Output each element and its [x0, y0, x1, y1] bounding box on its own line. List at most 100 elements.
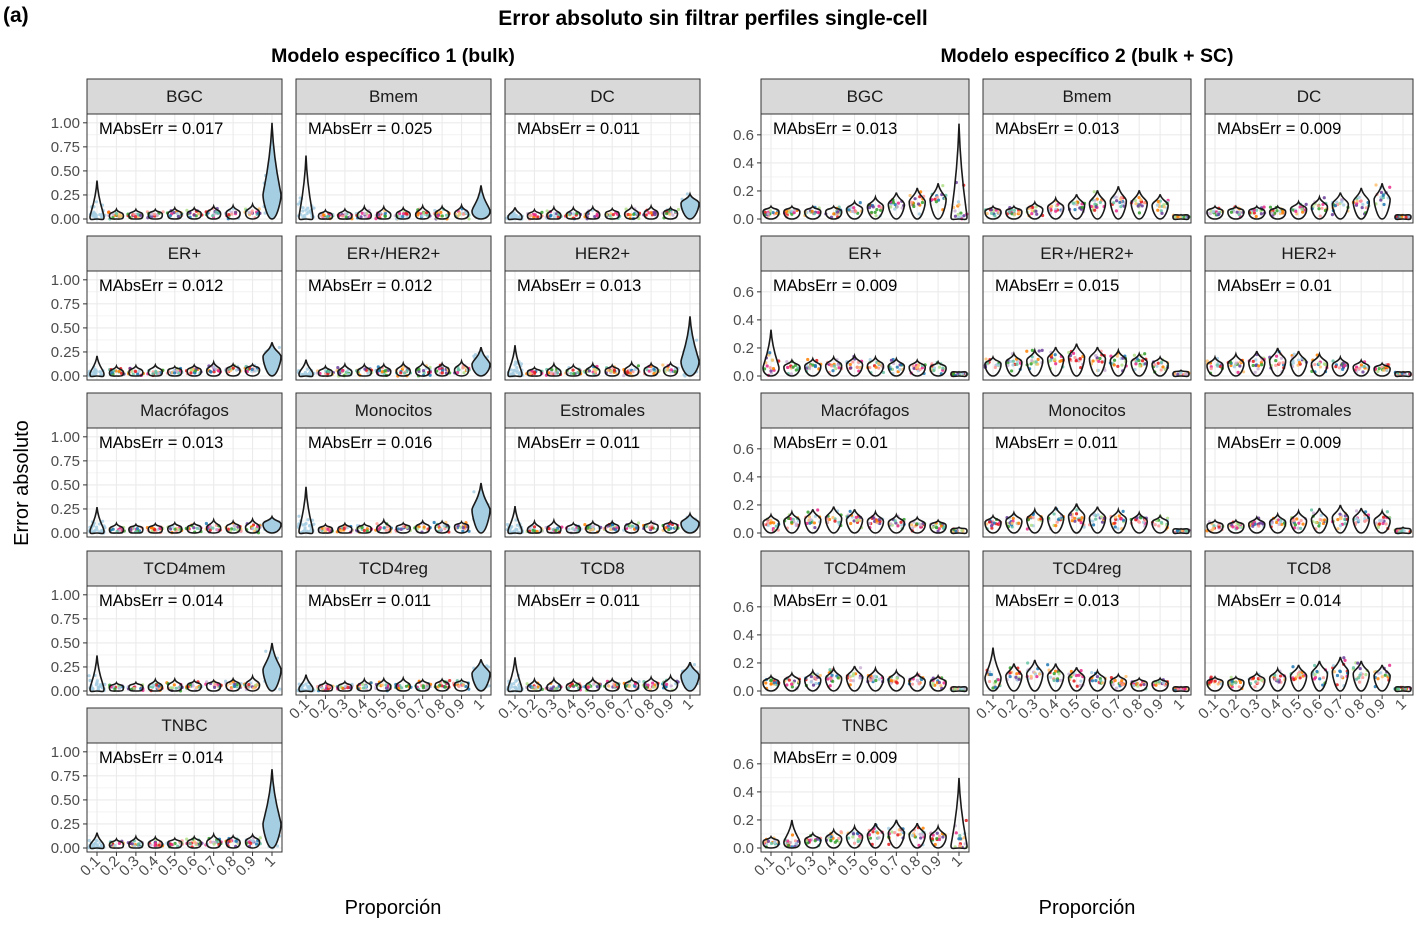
facet-strip-label: DC [590, 87, 615, 106]
facet-strip-label: TNBC [161, 716, 207, 735]
data-point [472, 354, 476, 358]
mae-label: MAbsErr = 0.014 [99, 592, 223, 610]
data-point [993, 214, 997, 218]
data-point [440, 371, 444, 375]
violin-0.9 [929, 673, 947, 692]
y-tick-label: 1.00 [51, 587, 80, 604]
data-point [96, 685, 100, 690]
violin-0.8 [1352, 187, 1371, 220]
data-point [1377, 522, 1382, 526]
data-point [1262, 205, 1266, 209]
violin-0.4 [1046, 506, 1065, 534]
data-point [157, 843, 161, 847]
data-point [993, 365, 997, 370]
panel-background [505, 114, 700, 223]
data-point [98, 841, 102, 845]
violin-0.5 [166, 364, 183, 377]
violin-0.3 [1247, 204, 1266, 220]
y-tick-label: 0.0 [733, 211, 754, 228]
data-point [826, 677, 830, 681]
data-point [768, 209, 773, 213]
data-point [1294, 209, 1298, 213]
data-point [1313, 362, 1317, 367]
panel-border [86, 270, 283, 381]
panel-border [760, 585, 970, 696]
data-point [632, 212, 636, 217]
data-point [467, 217, 471, 221]
violin-0.7 [1109, 506, 1128, 534]
data-point [1232, 365, 1236, 369]
data-point [1215, 363, 1219, 367]
data-point [794, 368, 798, 372]
data-point [457, 211, 462, 215]
panel-tag: (a) [3, 4, 29, 27]
mae-label: MAbsErr = 0.013 [995, 120, 1119, 138]
data-point [851, 672, 856, 676]
model-1-subtitle: Modelo específico 1 (bulk) [271, 45, 515, 67]
data-point [1096, 368, 1100, 372]
panel-background [296, 114, 491, 223]
data-point [231, 366, 235, 370]
facet-her2-: HER2+ MAbsErr = 0.013 [504, 235, 701, 381]
data-point [920, 200, 925, 205]
data-point [457, 684, 461, 689]
data-point [939, 524, 944, 528]
data-point [1132, 353, 1137, 357]
violin-0.7 [623, 203, 640, 220]
data-point [1118, 200, 1122, 205]
facet-panels: BGC MAbsErr = 0.017 0.00 0.25 0.50 0.75 1.00 Bm… [51, 78, 1414, 880]
data-point [1281, 361, 1285, 365]
panel-background [505, 428, 700, 537]
data-point [1330, 213, 1335, 217]
violin-0.9 [1151, 354, 1169, 377]
data-point [1364, 518, 1369, 522]
data-point [212, 370, 216, 374]
y-tick-label: 0.25 [51, 344, 80, 361]
violin-0.3 [546, 204, 562, 220]
data-point [195, 686, 199, 690]
violin-0.5 [375, 362, 392, 377]
violin-0.1 [984, 354, 1002, 377]
data-point [1025, 349, 1029, 353]
violin-0.7 [414, 360, 431, 377]
data-point [549, 687, 553, 691]
violin-0.1 [1206, 354, 1224, 377]
data-point [849, 678, 853, 683]
data-point [336, 366, 340, 370]
data-point [1301, 522, 1305, 526]
data-point [380, 683, 384, 687]
data-point [132, 844, 136, 848]
mae-label: MAbsErr = 0.013 [517, 277, 641, 295]
data-point [212, 842, 216, 846]
data-point [152, 528, 157, 532]
data-point [993, 685, 997, 689]
data-point [953, 214, 958, 218]
data-point [440, 368, 445, 373]
data-point [94, 200, 99, 204]
data-point [1318, 518, 1322, 522]
data-point [768, 351, 772, 355]
violin-0.4 [356, 676, 373, 692]
data-point [1279, 520, 1283, 524]
violin-0.8 [643, 674, 659, 692]
data-point [439, 527, 443, 531]
data-point [254, 683, 258, 687]
violin-0.9 [244, 832, 261, 849]
data-point [1159, 360, 1163, 365]
data-point [1093, 202, 1097, 206]
data-point [448, 679, 452, 683]
data-point [1322, 196, 1326, 200]
y-tick-label: 0.75 [51, 768, 80, 785]
violin-0.8 [225, 676, 241, 692]
panel-border [760, 270, 970, 381]
violin-0.4 [1046, 195, 1065, 220]
facet-bmem: Bmem MAbsErr = 0.025 [295, 78, 492, 224]
data-point [877, 366, 881, 370]
data-point [1049, 204, 1054, 208]
violin-0.6 [1088, 506, 1107, 534]
violin-0.7 [205, 678, 222, 692]
data-point [1316, 204, 1320, 208]
data-point [1055, 520, 1059, 524]
data-point [591, 524, 596, 528]
violin-0.5 [1289, 199, 1308, 220]
